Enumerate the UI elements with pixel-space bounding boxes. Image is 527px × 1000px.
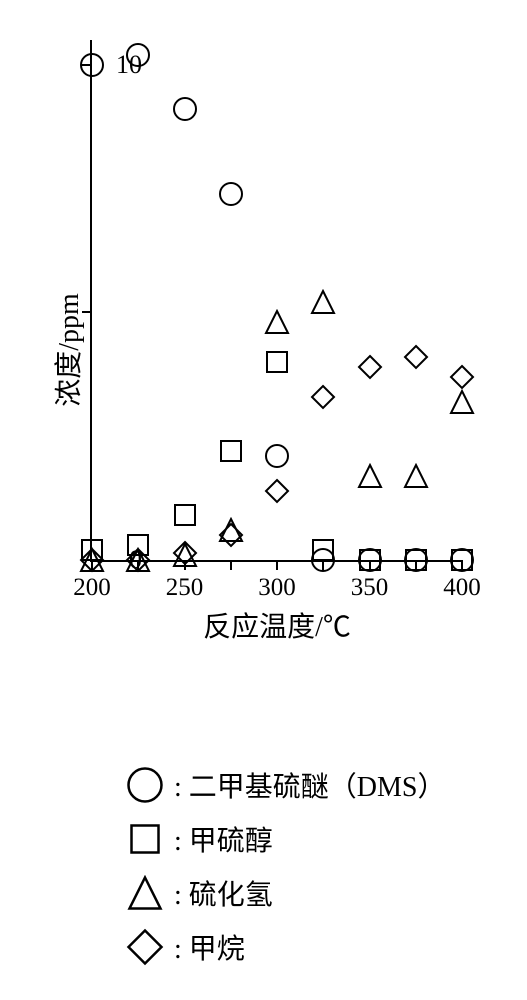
data-point-methane	[264, 478, 290, 504]
data-point-h2s	[264, 309, 290, 335]
x-tick-label: 400	[443, 574, 481, 602]
data-point-methane	[218, 522, 244, 548]
legend-item: : 硫化氢	[120, 868, 445, 918]
data-point-methane	[403, 344, 429, 370]
legend-item: : 甲烷	[120, 922, 445, 972]
data-point-methanethiol	[219, 439, 243, 463]
data-point-methane	[357, 354, 383, 380]
legend-item: : 甲硫醇	[120, 814, 445, 864]
legend-label: : 二甲基硫醚（DMS）	[174, 765, 445, 805]
y-tick-label: 10	[116, 50, 142, 80]
data-point-methane	[449, 364, 475, 390]
diamond-icon	[120, 922, 170, 972]
circle-icon	[120, 760, 170, 810]
legend-label: : 甲烷	[174, 927, 245, 967]
chart-container: 反应温度/℃ 200250300350400 浓度/ppm 010	[0, 0, 527, 700]
data-point-h2s	[310, 289, 336, 315]
data-point-DMS	[172, 96, 198, 122]
data-point-methane	[79, 547, 105, 573]
y-axis-label: 浓度/ppm	[47, 293, 87, 407]
data-point-h2s	[403, 463, 429, 489]
data-point-methanethiol	[173, 503, 197, 527]
x-tick-label: 350	[351, 574, 389, 602]
data-point-h2s	[357, 463, 383, 489]
legend: : 二甲基硫醚（DMS） : 甲硫醇 : 硫化氢 : 甲烷	[120, 760, 445, 976]
x-axis-label: 反应温度/℃	[203, 605, 351, 645]
square-icon	[120, 814, 170, 864]
triangle-icon	[120, 868, 170, 918]
legend-item: : 二甲基硫醚（DMS）	[120, 760, 445, 810]
data-point-h2s	[449, 389, 475, 415]
x-tick	[276, 560, 278, 570]
data-point-methanethiol	[358, 548, 382, 572]
data-point-methanethiol	[265, 350, 289, 374]
legend-label: : 甲硫醇	[174, 819, 273, 859]
x-tick-label: 250	[166, 574, 204, 602]
data-point-DMS	[218, 181, 244, 207]
legend-label: : 硫化氢	[174, 873, 273, 913]
y-tick-label: 0	[129, 545, 142, 575]
x-tick	[230, 560, 232, 570]
data-point-methane	[172, 540, 198, 566]
data-point-DMS	[264, 443, 290, 469]
data-point-DMS	[79, 52, 105, 78]
data-point-methanethiol	[450, 548, 474, 572]
plot-area: 反应温度/℃ 200250300350400	[90, 40, 462, 562]
x-tick-label: 200	[73, 574, 111, 602]
x-tick-label: 300	[258, 574, 296, 602]
data-point-methanethiol	[311, 538, 335, 562]
data-point-methane	[310, 384, 336, 410]
data-point-methanethiol	[404, 548, 428, 572]
